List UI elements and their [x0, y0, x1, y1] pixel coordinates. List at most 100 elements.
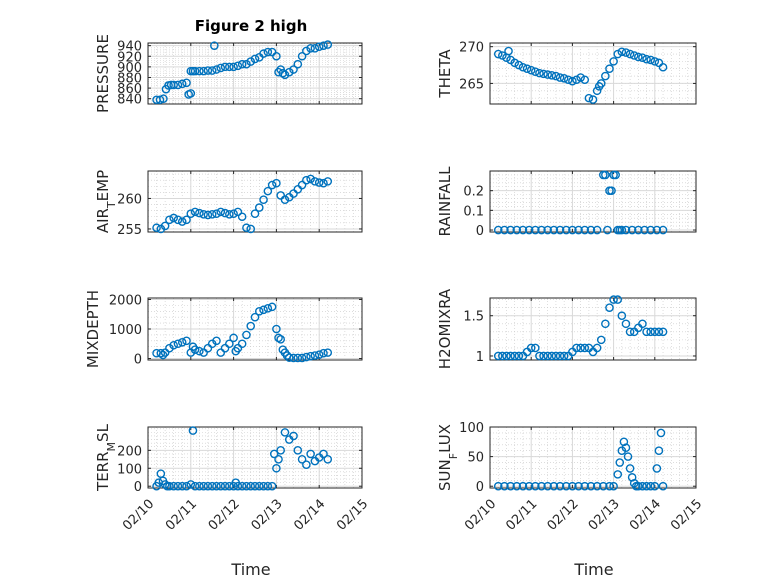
- data-point: [323, 177, 333, 186]
- data-point: [229, 209, 238, 218]
- data-point: [506, 351, 515, 361]
- data-point: [617, 47, 627, 57]
- data-point: [498, 351, 507, 361]
- y-axis-label-sub: M: [105, 442, 118, 452]
- data-point: [207, 210, 217, 219]
- data-point: [225, 62, 234, 72]
- data-point: [592, 86, 602, 96]
- data-point: [314, 178, 324, 187]
- data-point: [510, 58, 520, 68]
- x-tick-label: 02/13: [586, 497, 623, 534]
- data-point: [233, 343, 243, 353]
- data-point: [237, 59, 247, 69]
- data-point: [280, 70, 290, 80]
- data-point: [493, 351, 503, 361]
- data-point: [547, 71, 557, 80]
- data-point: [559, 351, 569, 361]
- y-axis-label: THETA: [436, 49, 454, 99]
- data-point: [574, 225, 583, 235]
- data-point: [225, 210, 234, 219]
- data-point: [319, 449, 328, 459]
- y-tick-label: 860: [117, 82, 142, 97]
- data-point: [652, 225, 662, 235]
- data-point: [203, 343, 213, 353]
- data-point: [306, 351, 315, 361]
- data-point: [173, 215, 183, 225]
- data-point: [658, 327, 668, 337]
- data-point: [652, 464, 662, 473]
- data-point: [177, 79, 187, 89]
- data-point: [207, 66, 217, 75]
- data-point: [580, 225, 590, 235]
- data-point: [190, 345, 200, 354]
- data-point: [634, 481, 643, 491]
- x-tick-label: 02/15: [334, 497, 371, 534]
- data-point: [605, 481, 614, 491]
- data-point: [250, 209, 260, 218]
- data-point: [203, 481, 213, 491]
- data-point: [506, 481, 515, 491]
- data-point: [293, 353, 303, 363]
- data-point: [549, 481, 559, 491]
- data-point: [274, 333, 283, 343]
- data-point: [289, 431, 298, 441]
- data-point: [526, 65, 536, 75]
- data-point: [650, 57, 660, 66]
- axes-mixdepth: 0 1000 2000 MIXDEPTH: [84, 290, 363, 368]
- data-point: [646, 327, 655, 337]
- data-point: [220, 62, 230, 72]
- data-point: [531, 67, 540, 76]
- y-tick-label: 260: [117, 192, 142, 207]
- data-point: [259, 305, 268, 315]
- axes-box: [489, 42, 697, 105]
- data-point: [555, 225, 565, 235]
- data-point: [580, 481, 590, 491]
- data-point: [276, 191, 285, 200]
- data-point: [323, 454, 333, 464]
- y-tick-label: 920: [117, 50, 142, 65]
- data-point: [535, 351, 544, 361]
- data-point: [642, 481, 651, 491]
- data-point: [254, 203, 264, 212]
- data-point: [543, 70, 552, 79]
- data-point: [650, 481, 660, 491]
- data-point: [293, 446, 303, 455]
- data-point: [237, 339, 247, 349]
- data-point: [613, 470, 623, 479]
- data-point: [229, 333, 238, 343]
- data-point: [190, 66, 200, 76]
- data-point: [607, 186, 616, 195]
- data-point: [156, 469, 166, 478]
- data-point: [272, 51, 281, 61]
- data-point: [314, 350, 324, 359]
- data-point: [293, 184, 303, 194]
- data-point: [623, 452, 633, 461]
- data-point: [502, 351, 511, 361]
- data-point: [242, 330, 251, 340]
- x-tick-label: 02/13: [249, 497, 286, 534]
- data-point: [302, 352, 311, 362]
- data-point: [625, 327, 635, 337]
- x-axis-label-left: Time: [230, 560, 270, 579]
- data-point: [549, 225, 559, 235]
- y-axis-label: H2OMIXRA: [436, 288, 454, 369]
- data-point: [269, 449, 279, 459]
- data-point: [190, 481, 200, 491]
- data-point: [233, 207, 243, 217]
- data-point: [310, 44, 320, 53]
- data-point: [207, 481, 217, 491]
- data-point: [159, 94, 168, 103]
- x-tick-label: 02/11: [163, 497, 200, 534]
- data-point: [216, 207, 226, 217]
- data-point: [310, 351, 320, 360]
- data-point: [609, 481, 618, 491]
- data-point: [152, 223, 161, 233]
- data-point: [518, 481, 528, 491]
- y-tick-label: 0.2: [463, 185, 484, 200]
- axes-rainfall: 0 0.1 0.2 RAINFALL: [436, 166, 697, 239]
- data-point: [177, 481, 187, 491]
- data-point: [220, 481, 230, 491]
- data-point: [498, 51, 507, 60]
- data-point: [512, 225, 522, 235]
